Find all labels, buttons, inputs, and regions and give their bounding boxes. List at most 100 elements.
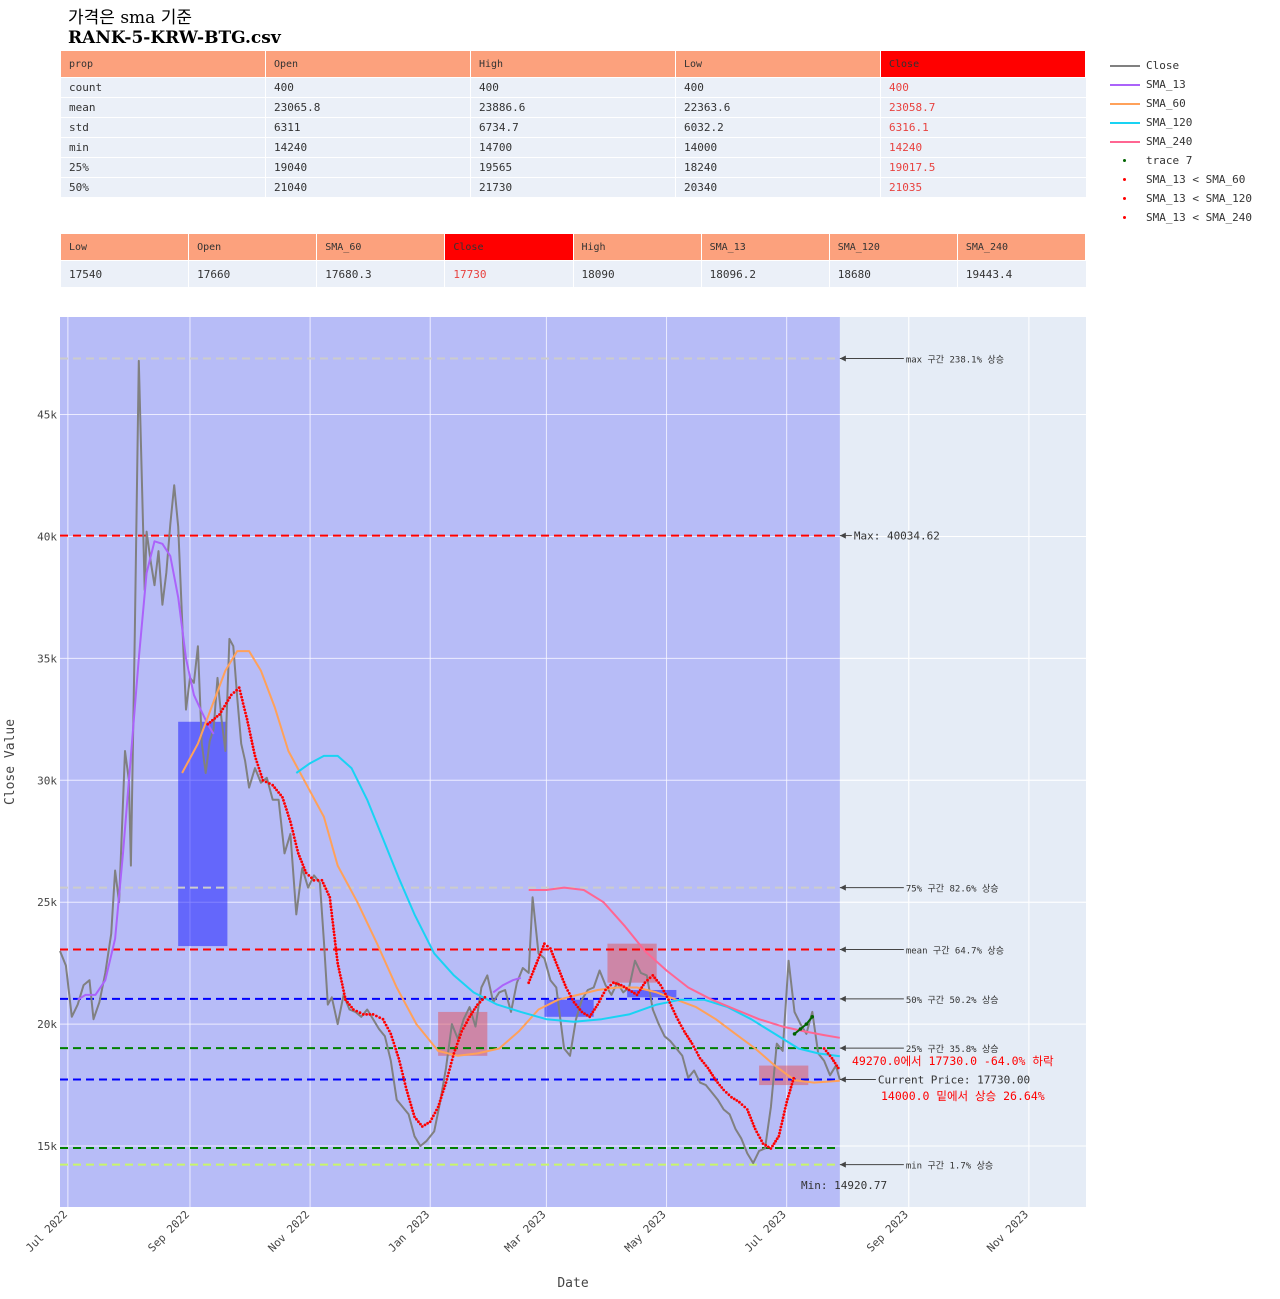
- signal-dot: [428, 1120, 432, 1124]
- signal-dot: [331, 917, 334, 921]
- signal-dot: [684, 1032, 688, 1036]
- y-tick-label: 40k: [37, 530, 57, 543]
- signal-dot: [333, 936, 337, 940]
- signal-dot: [358, 1011, 362, 1015]
- signal-dot: [651, 974, 655, 977]
- signal-dot: [539, 950, 543, 954]
- legend-item[interactable]: SMA_240: [1110, 132, 1252, 151]
- latest-header-row: Low Open SMA_60 Close High SMA_13 SMA_120 SMA_2…: [59, 233, 1087, 261]
- chart-title: 가격은 sma 기준 RANK-5-KRW-BTG.csv: [68, 8, 281, 48]
- signal-dot: [444, 1081, 448, 1084]
- signal-dot: [321, 881, 325, 885]
- signal-dot: [468, 1015, 471, 1019]
- signal-dot: [404, 1085, 408, 1089]
- table-cell: 17680.3: [316, 260, 445, 288]
- table-cell: 23058.7: [880, 97, 1086, 118]
- table-row: min 14240 14700 14000 14240: [60, 137, 1086, 158]
- legend-item[interactable]: SMA_60: [1110, 94, 1252, 113]
- table-cell: mean: [60, 97, 266, 118]
- signal-dot: [646, 978, 649, 982]
- signal-dot: [551, 952, 554, 956]
- signal-dot: [597, 1000, 601, 1004]
- signal-dot: [387, 1029, 391, 1033]
- signal-dot: [406, 1091, 409, 1095]
- signal-dot: [758, 1136, 762, 1140]
- signal-dot: [213, 717, 217, 720]
- signal-dot: [761, 1142, 765, 1145]
- signal-dot: [405, 1088, 408, 1092]
- signal-dot: [572, 1000, 576, 1004]
- table-cell: 14240: [265, 137, 471, 158]
- legend-item[interactable]: SMA_13 < SMA_240: [1110, 208, 1252, 227]
- signal-dot: [291, 829, 295, 833]
- y-tick-label: 45k: [37, 409, 57, 422]
- signal-dot: [735, 1099, 739, 1102]
- signal-dot: [682, 1030, 686, 1033]
- table-cell: 25%: [60, 157, 266, 178]
- signal-dot: [246, 721, 250, 724]
- signal-dot: [273, 786, 277, 789]
- trace7-dot: [798, 1027, 803, 1031]
- table-cell: count: [60, 77, 266, 98]
- signal-dot: [253, 754, 257, 758]
- signal-dot: [461, 1027, 465, 1030]
- series-line-sma-120: [295, 754, 840, 1058]
- signal-dot: [336, 961, 340, 965]
- signal-dot: [247, 724, 250, 727]
- signal-dot: [368, 1013, 372, 1016]
- signal-dot: [420, 1125, 424, 1128]
- signal-dot: [789, 1085, 793, 1089]
- y-tick-label: 20k: [37, 1018, 57, 1031]
- signal-dot: [415, 1117, 418, 1121]
- signal-dot: [778, 1131, 781, 1135]
- legend-item[interactable]: SMA_13 < SMA_120: [1110, 189, 1252, 208]
- legend-item[interactable]: trace 7: [1110, 151, 1252, 170]
- series-line-sma-240: [528, 886, 840, 1039]
- signal-dot: [335, 958, 339, 962]
- signal-dot: [619, 983, 623, 987]
- signal-dot: [419, 1122, 422, 1126]
- signal-dot: [228, 696, 232, 700]
- signal-dot: [449, 1061, 453, 1065]
- title-line-2: RANK-5-KRW-BTG.csv: [68, 28, 281, 48]
- signal-dot: [299, 857, 302, 861]
- signal-dot: [332, 927, 335, 931]
- signal-dot: [772, 1142, 776, 1145]
- legend-swatch: [1110, 117, 1140, 129]
- signal-dot: [390, 1035, 394, 1039]
- y-axis-title: Close Value: [3, 719, 18, 805]
- legend-label: SMA_13 < SMA_120: [1146, 192, 1252, 205]
- signal-dot: [304, 871, 308, 875]
- annotation-arrowhead: [839, 946, 846, 953]
- table-cell: 19565: [470, 157, 676, 178]
- signal-dot: [312, 878, 316, 882]
- signal-dot: [439, 1096, 443, 1100]
- signal-dot: [724, 1091, 728, 1094]
- signal-dot: [706, 1066, 710, 1070]
- signal-dot: [293, 839, 297, 843]
- signal-dot: [824, 1049, 828, 1053]
- latest-header-low: Low: [59, 233, 190, 261]
- signal-dot: [229, 693, 233, 697]
- legend-item[interactable]: Close: [1110, 56, 1252, 75]
- signal-dot: [261, 778, 265, 782]
- signal-dot: [329, 902, 332, 905]
- signal-dot: [256, 763, 260, 767]
- signal-dot: [625, 987, 628, 990]
- table-cell: 50%: [60, 177, 266, 198]
- signal-dot: [361, 1013, 365, 1016]
- signal-dot: [781, 1119, 784, 1123]
- table-row: 25% 19040 19565 18240 19017.5: [60, 157, 1086, 178]
- legend-item[interactable]: SMA_13 < SMA_60: [1110, 170, 1252, 189]
- signal-dot: [665, 995, 669, 999]
- signal-dot: [786, 1097, 789, 1101]
- rise-annotation: 14000.0 밑에서 상승 26.64%: [881, 1089, 1045, 1103]
- y-tick-label: 30k: [37, 774, 57, 787]
- signal-dot: [472, 1008, 476, 1011]
- signal-dot: [693, 1048, 697, 1051]
- signal-dot: [788, 1088, 792, 1092]
- legend-item[interactable]: SMA_13: [1110, 75, 1252, 94]
- signal-dot: [585, 1013, 589, 1017]
- legend-item[interactable]: SMA_120: [1110, 113, 1252, 132]
- signal-dot: [329, 905, 333, 909]
